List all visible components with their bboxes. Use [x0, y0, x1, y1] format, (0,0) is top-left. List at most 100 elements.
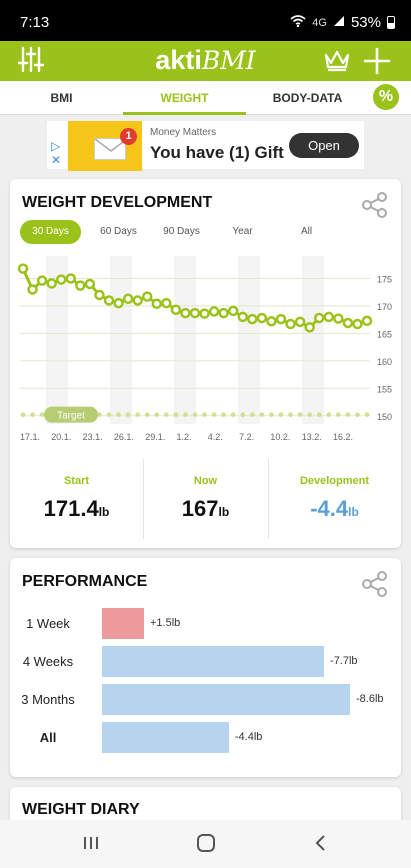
system-nav-bar [0, 820, 411, 868]
tab-bmi[interactable]: BMI [50, 91, 73, 105]
ad-choices-icon[interactable]: ▷ ✕ [51, 139, 62, 167]
target-point [39, 412, 45, 417]
performance-bar [102, 722, 229, 753]
x-tick-label: 23.1. [83, 432, 103, 442]
recent-apps-icon[interactable] [82, 832, 100, 859]
x-tick-label: 7.2. [239, 432, 254, 442]
x-tick-label: 4.2. [208, 432, 223, 442]
ad-banner[interactable]: ▷ ✕ 1 Money Matters You have (1) Gift Ope… [46, 120, 365, 171]
weight-development-card: WEIGHT DEVELOPMENT 30 Days 60 Days 90 Da… [10, 179, 401, 548]
chart-stripe [302, 256, 324, 424]
tab-body-data[interactable]: BODY-DATA [272, 91, 343, 105]
weight-point [237, 311, 249, 323]
weight-point [361, 315, 373, 327]
target-point [173, 412, 179, 417]
performance-row-label: All [39, 730, 57, 745]
target-point [164, 412, 169, 417]
range-all[interactable]: All [300, 226, 313, 237]
stat-development-value: -4.4lb [310, 496, 359, 521]
wifi-icon [290, 15, 306, 30]
x-tick-label: 13.2. [302, 432, 322, 442]
weight-point [247, 313, 258, 325]
share-icon[interactable] [361, 570, 389, 603]
y-tick-label: 155 [377, 384, 392, 394]
crown-icon[interactable] [323, 48, 351, 77]
range-30-days[interactable]: 30 Days [20, 220, 81, 244]
target-point [125, 412, 131, 417]
performance-value: -7.7lb [330, 655, 358, 667]
weight-point [161, 297, 172, 309]
x-tick-label: 20.1. [51, 432, 71, 442]
performance-bar [102, 646, 325, 677]
range-60-days[interactable]: 60 Days [100, 226, 137, 237]
weight-point [333, 313, 344, 324]
target-point [30, 412, 35, 417]
stat-now-label: Now [193, 475, 218, 487]
stat-development-label: Development [299, 475, 370, 487]
ad-notification-badge: 1 [120, 128, 137, 145]
y-tick-label: 150 [377, 412, 392, 422]
tab-weight[interactable]: WEIGHT [123, 81, 246, 115]
weight-point [36, 275, 48, 286]
weight-point [141, 291, 153, 302]
weight-point [352, 318, 363, 330]
ad-title: You have (1) Gift [150, 143, 284, 162]
weight-point [103, 295, 115, 306]
target-point [336, 412, 341, 417]
weight-point [94, 289, 105, 301]
weight-point [84, 278, 96, 290]
chart-stripe [46, 256, 68, 424]
status-bar: 7:13 4G 53% [0, 0, 411, 41]
ad-image: 1 [68, 121, 142, 171]
target-point [288, 412, 293, 417]
ad-subtitle: Money Matters [150, 127, 217, 138]
chart-stripe [110, 256, 132, 424]
divider [268, 459, 269, 539]
envelope-icon [94, 138, 128, 160]
weight-point [180, 307, 191, 319]
weight-chart: 175 170 165 160 155 150 17.1. 20.1. 23.1. 26.1. 29… [17, 256, 392, 442]
range-90-days[interactable]: 90 Days [163, 226, 200, 237]
performance-card: PERFORMANCE 1 Week +1.5lb 4 Weeks -7.7lb 3 M… [10, 558, 401, 777]
target-point [316, 412, 322, 417]
weight-point [170, 304, 182, 316]
share-icon[interactable] [361, 191, 389, 224]
tab-bar: BMI WEIGHT BODY-DATA % [0, 81, 411, 115]
performance-bar [102, 684, 350, 715]
back-icon[interactable] [313, 832, 329, 859]
stat-now-value: 167lb [181, 496, 230, 521]
weight-point [122, 293, 134, 305]
weight-point [208, 306, 220, 317]
performance-value: -4.4lb [234, 731, 263, 743]
discount-icon[interactable]: % [373, 84, 399, 110]
target-point [144, 412, 150, 417]
weight-point [285, 318, 296, 330]
sliders-icon[interactable] [17, 44, 45, 79]
weight-point [199, 308, 210, 319]
performance-title: PERFORMANCE [22, 573, 148, 590]
performance-value: -8.6lb [356, 693, 384, 705]
target-point [240, 412, 246, 417]
home-icon[interactable] [195, 832, 217, 859]
y-tick-label: 170 [377, 302, 392, 312]
weight-point [65, 273, 77, 284]
plus-icon[interactable] [363, 47, 391, 80]
range-year[interactable]: Year [232, 226, 253, 237]
weight-point [227, 305, 239, 317]
target-point [326, 412, 332, 417]
target-point [116, 412, 121, 417]
weight-point [113, 297, 124, 309]
performance-row-label: 4 Weeks [22, 654, 74, 669]
target-point [259, 412, 265, 417]
ad-open-button[interactable]: Open [289, 133, 359, 158]
weight-point [17, 263, 29, 274]
weight-point [189, 307, 201, 319]
target-point [135, 412, 140, 417]
status-time: 7:13 [20, 14, 50, 31]
target-label: Target [57, 411, 85, 422]
weight-point [151, 298, 163, 309]
weight-point [218, 307, 229, 319]
weight-point [256, 312, 268, 324]
target-point [221, 412, 226, 417]
weight-point [27, 284, 38, 295]
